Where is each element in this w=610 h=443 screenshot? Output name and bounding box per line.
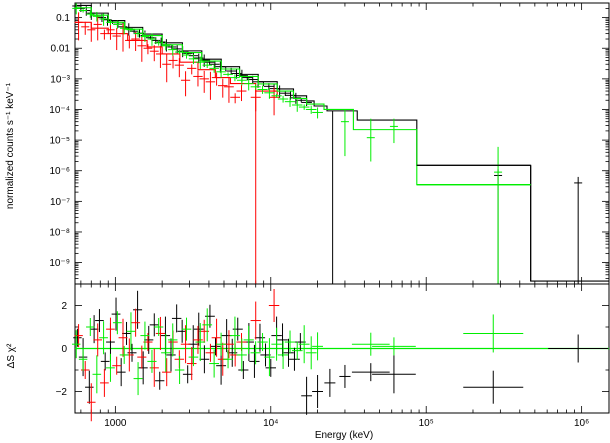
x-axis-title: Energy (keV)	[315, 430, 373, 441]
y-tick-label: 0	[61, 344, 67, 355]
y-tick-label: 10⁻⁸	[49, 227, 70, 238]
black-tail	[416, 164, 532, 282]
series-0	[72, 3, 609, 284]
y-tick-label: 10⁻⁵	[49, 136, 70, 147]
y-tick-label: 10⁻⁷	[50, 197, 70, 208]
x-tick-label: 10⁴	[263, 418, 278, 429]
y-tick-label: 10⁻⁶	[49, 166, 70, 177]
y-tick-label: 10⁻³	[50, 74, 70, 85]
model-line	[75, 7, 531, 186]
residual-series-2	[72, 308, 524, 396]
series-2	[72, 3, 531, 284]
x-tick-label: 10⁵	[419, 418, 434, 429]
y-tick-label: −2	[56, 387, 68, 398]
y-tick-label: 0.1	[56, 13, 70, 24]
spectrum-frame	[74, 2, 610, 285]
spectrum-panel: 0.1 0.01 10⁻³ 10⁻⁴ 10⁻⁵ 10⁻⁶ 10⁻⁷ 10⁻⁸ 10⁻⁹	[49, 2, 610, 285]
y-tick-label: 10⁻⁹	[49, 258, 70, 269]
y-tick-label: 10⁻⁴	[49, 105, 70, 116]
y-tick-label: 2	[61, 301, 67, 312]
y-axis-title-spectrum: normalized counts s⁻¹ keV⁻¹	[5, 82, 16, 209]
x-tick-label: 1000	[104, 418, 127, 429]
residuals-panel: 2 0 −2 1000 10⁴ 10⁵ 10⁶	[56, 283, 610, 429]
y-tick-label: 0.01	[51, 44, 71, 55]
y-axis-title-residuals: ΔS χ²	[6, 343, 17, 368]
residual-series-0	[73, 290, 609, 415]
x-tick-label: 10⁶	[574, 418, 589, 429]
model-line	[75, 4, 609, 282]
